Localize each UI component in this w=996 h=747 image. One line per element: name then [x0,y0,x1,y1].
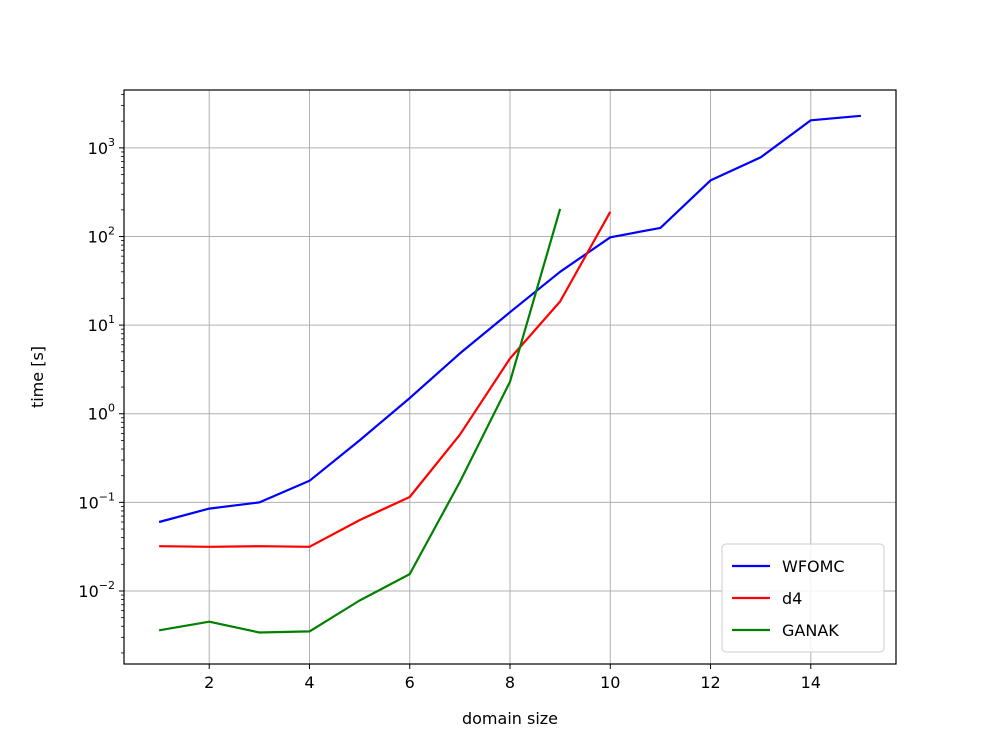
y-tick-label: 10−2 [78,579,115,601]
series-line-d4 [159,211,612,548]
legend: WFOMC d4 GANAK [721,543,885,653]
y-tick-label: 101 [88,313,115,335]
x-tick-label: 14 [801,673,821,692]
y-axis-label: time [s] [28,346,47,408]
legend-box [721,543,885,653]
y-tick-label: 103 [88,136,115,158]
y-tick-label: 100 [88,402,115,424]
y-tick-label: 102 [88,225,115,247]
grid [124,90,896,664]
x-tick-label: 12 [700,673,720,692]
x-axis-label: domain size [462,709,558,728]
legend-label-ganak: GANAK [782,621,839,640]
legend-label-wfomc: WFOMC [782,557,845,576]
x-tick-label: 8 [505,673,515,692]
y-tick-label: 10−1 [78,490,115,512]
x-axis-ticks: 2 4 6 8 10 12 14 [204,664,821,692]
y-axis-ticks: 10−2 10−1 100 101 102 103 [78,94,124,654]
x-tick-label: 2 [204,673,214,692]
series-layer [158,114,861,634]
x-tick-label: 4 [304,673,314,692]
series-line-wfomc [158,114,861,524]
legend-label-d4: d4 [782,589,802,608]
x-tick-label: 6 [405,673,415,692]
series-line-ganak [158,208,562,634]
x-tick-label: 10 [600,673,620,692]
